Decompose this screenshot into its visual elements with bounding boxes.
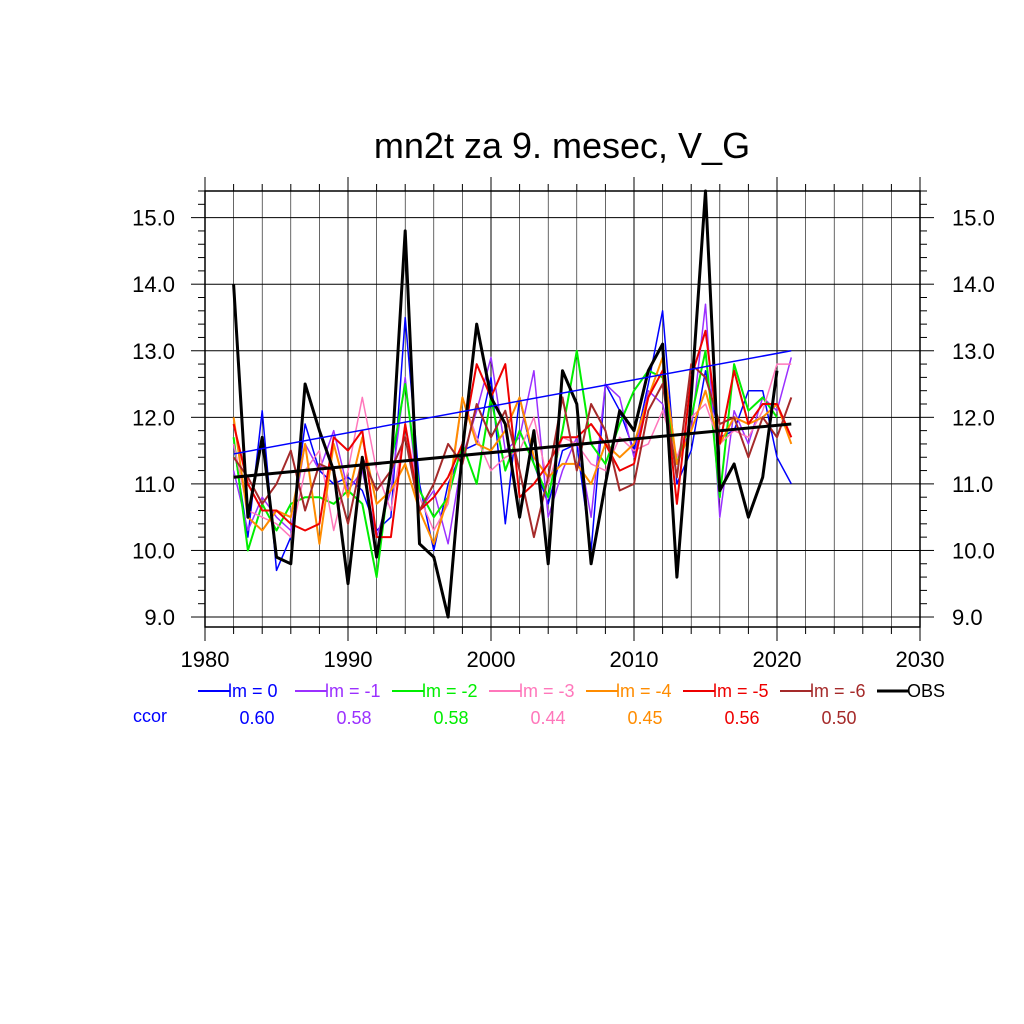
legend-entry: lm = -5 xyxy=(713,681,769,701)
y-tick-label-left: 11.0 xyxy=(134,472,175,497)
trend-line-7 xyxy=(233,422,792,479)
y-tick-label-left: 9.0 xyxy=(144,605,175,630)
ccor-value: 0.58 xyxy=(433,708,468,728)
y-tick-label-right: 12.0 xyxy=(952,405,995,430)
y-tick-label-right: 14.0 xyxy=(952,272,995,297)
trend-lines xyxy=(233,350,792,479)
legend-entry: lm = -6 xyxy=(810,681,866,701)
legend-entry: lm = -2 xyxy=(422,681,478,701)
ccor-value: 0.44 xyxy=(530,708,565,728)
y-tick-label-right: 13.0 xyxy=(952,339,995,364)
trend-line-0 xyxy=(233,350,792,455)
ccor-value: 0.50 xyxy=(821,708,856,728)
ccor-label: ccor xyxy=(133,706,167,726)
ccor-value: 0.58 xyxy=(336,708,371,728)
axes: 9.0 9.0 10.0 10.0 11.0 11.0 12.0 12.0 13.0 13.0 14… xyxy=(132,177,995,672)
y-tick-label-left: 15.0 xyxy=(132,206,175,231)
y-tick-label-right: 10.0 xyxy=(952,538,995,563)
legend-entry: OBS xyxy=(907,681,945,701)
ccor-value: 0.45 xyxy=(627,708,662,728)
y-tick-label-right: 9.0 xyxy=(952,605,983,630)
x-tick-label: 1980 xyxy=(181,647,230,672)
y-tick-label-left: 14.0 xyxy=(132,272,175,297)
y-tick-label-left: 12.0 xyxy=(132,405,175,430)
plot-border xyxy=(204,190,921,628)
y-tick-label-left: 13.0 xyxy=(132,339,175,364)
legend-entry: lm = -4 xyxy=(616,681,672,701)
ccor-value: 0.60 xyxy=(239,708,274,728)
y-tick-label-left: 10.0 xyxy=(132,538,175,563)
x-tick-label: 2010 xyxy=(610,647,659,672)
legend-entry: lm = 0 xyxy=(228,681,278,701)
x-tick-label: 2000 xyxy=(467,647,516,672)
y-tick-label-right: 15.0 xyxy=(952,206,995,231)
chart-title: mn2t za 9. mesec, V_G xyxy=(374,125,750,166)
y-tick-label-right: 11.0 xyxy=(952,472,993,497)
series-line-5 xyxy=(232,329,793,539)
x-tick-label: 2020 xyxy=(753,647,802,672)
series-lines xyxy=(232,189,793,619)
legend-entry: lm = -1 xyxy=(325,681,381,701)
ccor-value: 0.56 xyxy=(724,708,759,728)
legend: ccor lm = 0 0.60 lm = -1 0.58 lm = -2 0.58 lm =… xyxy=(133,681,945,728)
series-line-4 xyxy=(232,356,793,545)
x-tick-label: 1990 xyxy=(324,647,373,672)
legend-entry: lm = -3 xyxy=(519,681,575,701)
x-tick-label: 2030 xyxy=(896,647,945,672)
series-line-7 xyxy=(232,189,779,619)
